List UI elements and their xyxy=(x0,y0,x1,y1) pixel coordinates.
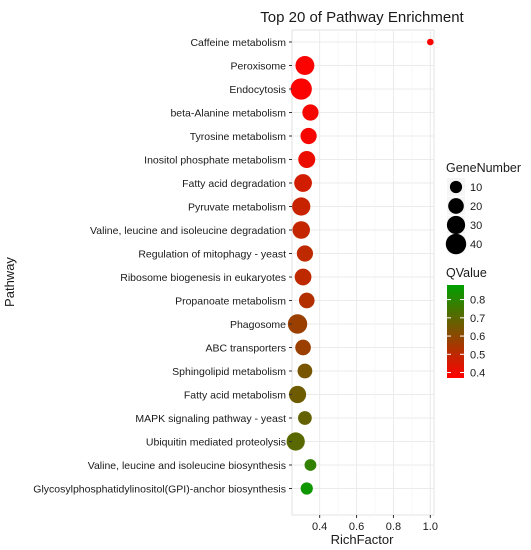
data-point xyxy=(290,78,312,100)
data-point xyxy=(427,38,434,46)
gene-number-key-dot xyxy=(445,233,467,255)
x-tick-label: 0.6 xyxy=(349,521,364,533)
data-point xyxy=(294,174,312,192)
chart-title: Top 20 of Pathway Enrichment xyxy=(260,9,464,26)
data-points xyxy=(286,38,434,495)
pathway-labels: Caffeine metabolism Peroxisome Endocytosis… xyxy=(33,37,292,496)
grid-lines xyxy=(292,30,434,515)
plot-background xyxy=(291,29,435,516)
gene-number-key-dot xyxy=(446,215,466,235)
pathway-label: Fatty acid metabolism xyxy=(184,390,286,402)
data-point xyxy=(287,314,308,334)
x-axis: 0.4 0.6 0.8 1.0 xyxy=(312,515,438,533)
y-axis-title: Pathway xyxy=(2,257,17,307)
x-axis-title: RichFactor xyxy=(331,532,395,547)
data-point xyxy=(294,268,312,286)
gene-number-key-label: 30 xyxy=(470,220,482,232)
data-point xyxy=(292,197,311,216)
gene-number-key-label: 40 xyxy=(470,239,482,251)
pathway-label: Sphingolipid metabolism xyxy=(172,366,286,378)
pathway-label: Ubiquitin mediated proteolysis xyxy=(146,437,286,449)
pathway-label: Pyruvate metabolism xyxy=(188,202,286,214)
pathway-label: Phagosome xyxy=(230,319,286,331)
pathway-label: Tyrosine metabolism xyxy=(190,131,287,143)
qvalue-legend-title: QValue xyxy=(446,266,487,280)
pathway-label: Glycosylphosphatidylinositol(GPI)-anchor… xyxy=(33,484,286,496)
gene-number-key-dot xyxy=(449,180,463,194)
pathway-label: Valine, leucine and isoleucine biosynthe… xyxy=(88,460,286,472)
pathway-label: Regulation of mitophagy - yeast xyxy=(138,249,286,261)
pathway-label: Peroxisome xyxy=(231,61,287,73)
data-point xyxy=(300,127,317,145)
data-point xyxy=(302,104,319,121)
qvalue-tick-label: 0.5 xyxy=(470,349,485,361)
qvalue-colorbar xyxy=(447,285,464,378)
data-point xyxy=(295,339,311,356)
pathway-label: Caffeine metabolism xyxy=(190,37,286,49)
pathway-label: Propanoate metabolism xyxy=(175,296,286,308)
gene-number-key-label: 20 xyxy=(470,201,482,213)
gene-number-key-dot xyxy=(448,198,464,214)
qvalue-tick-label: 0.4 xyxy=(470,368,485,380)
gene-number-legend: GeneNumber 10 20 30 40 xyxy=(445,161,521,255)
data-point xyxy=(300,482,313,495)
pathway-label: Endocytosis xyxy=(229,84,286,96)
data-point xyxy=(292,221,310,239)
data-point xyxy=(297,363,313,379)
data-point xyxy=(296,245,314,262)
gene-number-key-label: 10 xyxy=(470,182,482,194)
data-point xyxy=(298,151,316,168)
pathway-label: Valine, leucine and isoleucine degradati… xyxy=(90,225,286,237)
pathway-label: MAPK signaling pathway - yeast xyxy=(135,413,286,425)
pathway-label: ABC transporters xyxy=(205,343,286,355)
pathway-label: Ribosome biogenesis in eukaryotes xyxy=(120,272,286,284)
plot-panel xyxy=(291,29,435,516)
data-point xyxy=(295,56,315,75)
pathway-label: Inositol phosphate metabolism xyxy=(144,155,286,167)
qvalue-tick-label: 0.7 xyxy=(470,313,485,325)
data-point xyxy=(286,432,305,451)
pathway-label: beta-Alanine metabolism xyxy=(170,108,286,120)
x-tick-label: 0.8 xyxy=(386,521,401,533)
data-point xyxy=(288,385,307,404)
pathway-label: Fatty acid degradation xyxy=(182,178,286,190)
qvalue-legend: QValue 0.4 0.5 0.6 0.7 0.8 xyxy=(446,266,487,380)
data-point xyxy=(298,411,312,425)
data-point xyxy=(304,459,317,471)
x-tick-label: 1.0 xyxy=(423,521,438,533)
x-tick-label: 0.4 xyxy=(312,521,327,533)
qvalue-tick-label: 0.6 xyxy=(470,331,485,343)
gene-number-legend-title: GeneNumber xyxy=(446,161,521,175)
qvalue-tick-label: 0.8 xyxy=(470,295,485,307)
data-point xyxy=(298,292,315,309)
